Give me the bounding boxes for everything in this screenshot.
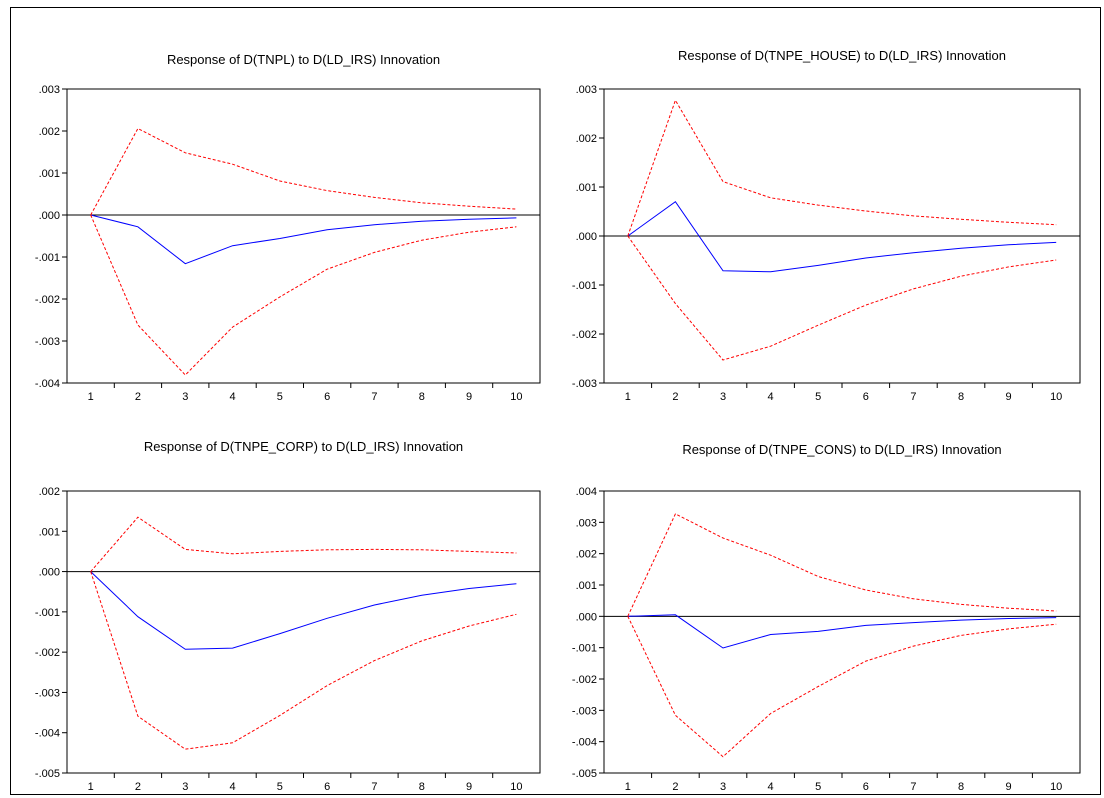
y-tick-label: -.003 xyxy=(35,336,60,348)
y-tick-label: .003 xyxy=(39,84,60,96)
x-tick-label: 6 xyxy=(863,391,869,403)
x-tick-label: 2 xyxy=(135,781,141,793)
x-tick-label: 10 xyxy=(510,391,522,403)
chart-title: Response of D(TNPE_CORP) to D(LD_IRS) In… xyxy=(144,439,463,454)
x-tick-label: 3 xyxy=(720,391,726,403)
x-tick-label: 6 xyxy=(863,781,869,793)
y-tick-label: .001 xyxy=(39,526,60,538)
x-tick-label: 9 xyxy=(466,781,472,793)
x-tick-label: 6 xyxy=(324,391,330,403)
y-tick-label: .001 xyxy=(39,168,60,180)
y-tick-label: -.003 xyxy=(35,687,60,699)
y-tick-label: .001 xyxy=(576,182,597,194)
x-tick-label: 5 xyxy=(277,391,283,403)
x-tick-label: 1 xyxy=(88,781,94,793)
y-tick-label: -.002 xyxy=(35,647,60,659)
y-tick-label: -.005 xyxy=(35,768,60,780)
chart-panel-2: Response of D(TNPE_HOUSE) to D(LD_IRS) I… xyxy=(572,48,1081,403)
y-tick-label: .001 xyxy=(576,580,597,592)
y-tick-label: .002 xyxy=(576,549,597,561)
y-tick-label: .002 xyxy=(39,486,60,498)
y-tick-label: -.004 xyxy=(35,378,60,390)
x-tick-label: 5 xyxy=(815,391,821,403)
x-tick-label: 7 xyxy=(910,781,916,793)
y-tick-label: .003 xyxy=(576,84,597,96)
y-tick-label: -.004 xyxy=(572,737,597,749)
upper-band-line xyxy=(627,513,1057,617)
x-tick-label: 6 xyxy=(324,781,330,793)
y-tick-label: -.003 xyxy=(572,705,597,717)
chart-panel-3: Response of D(TNPE_CORP) to D(LD_IRS) In… xyxy=(35,439,541,793)
plot-area xyxy=(66,490,541,774)
upper-band-line xyxy=(90,516,517,572)
lower-band-line xyxy=(627,235,1057,361)
x-tick-label: 9 xyxy=(1006,781,1012,793)
x-tick-label: 1 xyxy=(625,391,631,403)
y-tick-label: .003 xyxy=(576,517,597,529)
x-tick-label: 4 xyxy=(229,391,235,403)
x-tick-label: 5 xyxy=(815,781,821,793)
x-tick-label: 5 xyxy=(277,781,283,793)
chart-panel-1: Response of D(TNPL) to D(LD_IRS) Innovat… xyxy=(35,52,541,403)
y-tick-label: .000 xyxy=(39,567,60,579)
y-tick-label: .002 xyxy=(39,126,60,138)
x-tick-label: 7 xyxy=(910,391,916,403)
x-tick-label: 7 xyxy=(371,391,377,403)
response-line xyxy=(627,200,1057,273)
x-tick-label: 8 xyxy=(958,781,964,793)
y-tick-label: -.002 xyxy=(572,329,597,341)
y-tick-label: .004 xyxy=(576,486,597,498)
x-tick-label: 9 xyxy=(1006,391,1012,403)
chart-title: Response of D(TNPL) to D(LD_IRS) Innovat… xyxy=(167,52,440,67)
x-tick-label: 4 xyxy=(768,781,774,793)
y-tick-label: .002 xyxy=(576,133,597,145)
chart-panel-4: Response of D(TNPE_CONS) to D(LD_IRS) In… xyxy=(572,442,1081,793)
x-tick-label: 3 xyxy=(182,781,188,793)
x-tick-label: 4 xyxy=(768,391,774,403)
y-tick-label: .000 xyxy=(576,611,597,623)
x-tick-label: 10 xyxy=(510,781,522,793)
plot-area xyxy=(66,88,541,384)
response-line xyxy=(90,571,517,650)
lower-band-line xyxy=(627,616,1057,758)
x-tick-label: 8 xyxy=(419,781,425,793)
y-tick-label: -.001 xyxy=(35,252,60,264)
x-tick-label: 7 xyxy=(371,781,377,793)
lower-band-line xyxy=(90,214,517,376)
figure-frame xyxy=(10,7,1101,795)
x-tick-label: 2 xyxy=(135,391,141,403)
chart-title: Response of D(TNPE_HOUSE) to D(LD_IRS) I… xyxy=(678,48,1006,63)
y-tick-label: -.001 xyxy=(572,280,597,292)
y-tick-label: -.002 xyxy=(35,294,60,306)
x-tick-label: 2 xyxy=(672,391,678,403)
x-tick-label: 4 xyxy=(229,781,235,793)
y-tick-label: .000 xyxy=(576,231,597,243)
x-tick-label: 8 xyxy=(958,391,964,403)
x-tick-label: 9 xyxy=(466,391,472,403)
upper-band-line xyxy=(627,99,1057,237)
chart-title: Response of D(TNPE_CONS) to D(LD_IRS) In… xyxy=(682,442,1001,457)
lower-band-line xyxy=(90,571,517,750)
x-tick-label: 1 xyxy=(625,781,631,793)
y-tick-label: -.001 xyxy=(572,643,597,655)
x-tick-label: 10 xyxy=(1050,391,1062,403)
x-tick-label: 3 xyxy=(720,781,726,793)
y-tick-label: -.002 xyxy=(572,674,597,686)
x-tick-label: 3 xyxy=(182,391,188,403)
x-tick-label: 8 xyxy=(419,391,425,403)
x-tick-label: 10 xyxy=(1050,781,1062,793)
y-tick-label: -.004 xyxy=(35,728,60,740)
y-tick-label: .000 xyxy=(39,210,60,222)
response-line xyxy=(627,614,1057,649)
y-tick-label: -.003 xyxy=(572,378,597,390)
response-line xyxy=(90,214,517,265)
y-tick-label: -.001 xyxy=(35,607,60,619)
plot-area xyxy=(603,490,1081,774)
upper-band-line xyxy=(90,127,517,216)
y-tick-label: -.005 xyxy=(572,768,597,780)
x-tick-label: 2 xyxy=(672,781,678,793)
x-tick-label: 1 xyxy=(88,391,94,403)
